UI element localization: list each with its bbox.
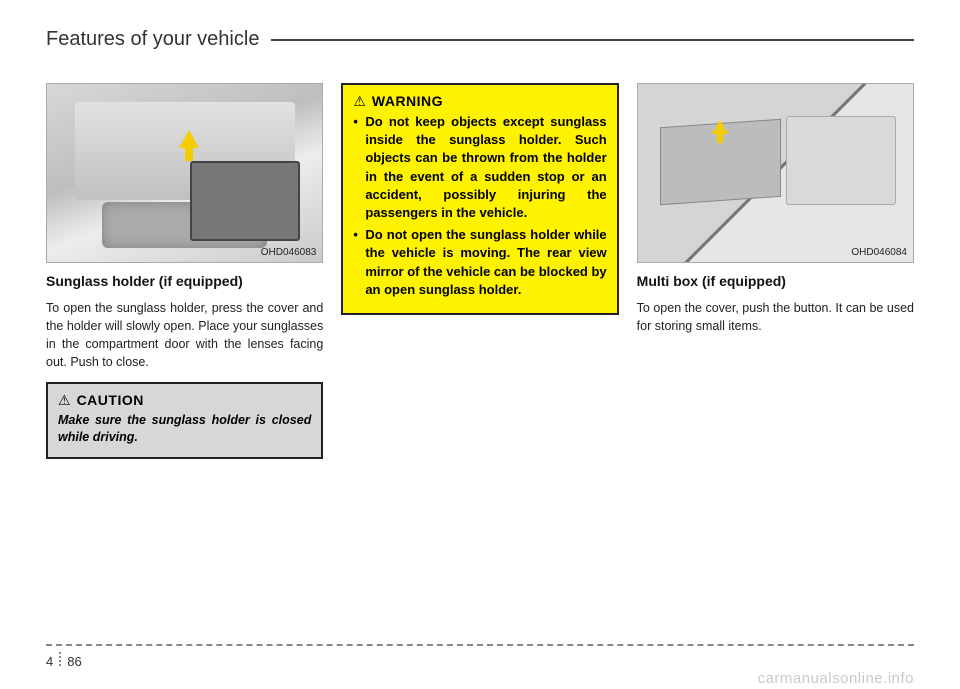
- column-3: OHD046084 Multi box (if equipped) To ope…: [637, 83, 914, 459]
- warning-head: ⚠ WARNING: [353, 93, 606, 109]
- footer-rule: [46, 644, 914, 646]
- footer-numbers: 4 86: [46, 652, 914, 669]
- warning-item: Do not open the sunglass holder while th…: [353, 226, 606, 299]
- page-footer: 4 86: [46, 644, 914, 669]
- content-columns: OHD046083 Sunglass holder (if equipped) …: [46, 83, 914, 459]
- warning-item: Do not keep objects except sunglass insi…: [353, 113, 606, 222]
- warning-triangle-icon: ⚠: [353, 94, 366, 108]
- warning-label: WARNING: [372, 93, 443, 109]
- sunglass-subhead: Sunglass holder (if equipped): [46, 273, 323, 289]
- footer-divider: [59, 652, 61, 666]
- sunglass-body: To open the sunglass holder, press the c…: [46, 299, 323, 372]
- header-rule: [271, 39, 914, 41]
- warning-list: Do not keep objects except sunglass insi…: [353, 113, 606, 299]
- page-number: 86: [67, 654, 81, 669]
- figure-code: OHD046083: [261, 247, 317, 258]
- figure-sunglass-holder: OHD046083: [46, 83, 323, 263]
- column-1: OHD046083 Sunglass holder (if equipped) …: [46, 83, 323, 459]
- arrow-up-icon: [712, 120, 728, 134]
- caution-callout: ⚠ CAUTION Make sure the sunglass holder …: [46, 382, 323, 459]
- watermark: carmanualsonline.info: [758, 670, 914, 687]
- multibox-subhead: Multi box (if equipped): [637, 273, 914, 289]
- figure-code: OHD046084: [851, 247, 907, 258]
- section-number: 4: [46, 654, 53, 669]
- caution-triangle-icon: ⚠: [58, 393, 71, 407]
- header-title: Features of your vehicle: [46, 28, 259, 51]
- warning-callout: ⚠ WARNING Do not keep objects except sun…: [341, 83, 618, 315]
- figure-multi-box: OHD046084: [637, 83, 914, 263]
- sunglass-inset-shape: [190, 161, 300, 241]
- caution-head: ⚠ CAUTION: [58, 392, 311, 408]
- column-2: ⚠ WARNING Do not keep objects except sun…: [341, 83, 618, 459]
- multibox-body: To open the cover, push the button. It c…: [637, 299, 914, 335]
- page-header: Features of your vehicle: [46, 28, 914, 51]
- arrow-up-icon: [179, 130, 199, 148]
- caution-body: Make sure the sunglass holder is closed …: [58, 412, 311, 447]
- caution-label: CAUTION: [77, 392, 144, 408]
- manual-page: Features of your vehicle OHD046083 Sungl…: [0, 0, 960, 689]
- dash-panel-shape: [786, 116, 896, 205]
